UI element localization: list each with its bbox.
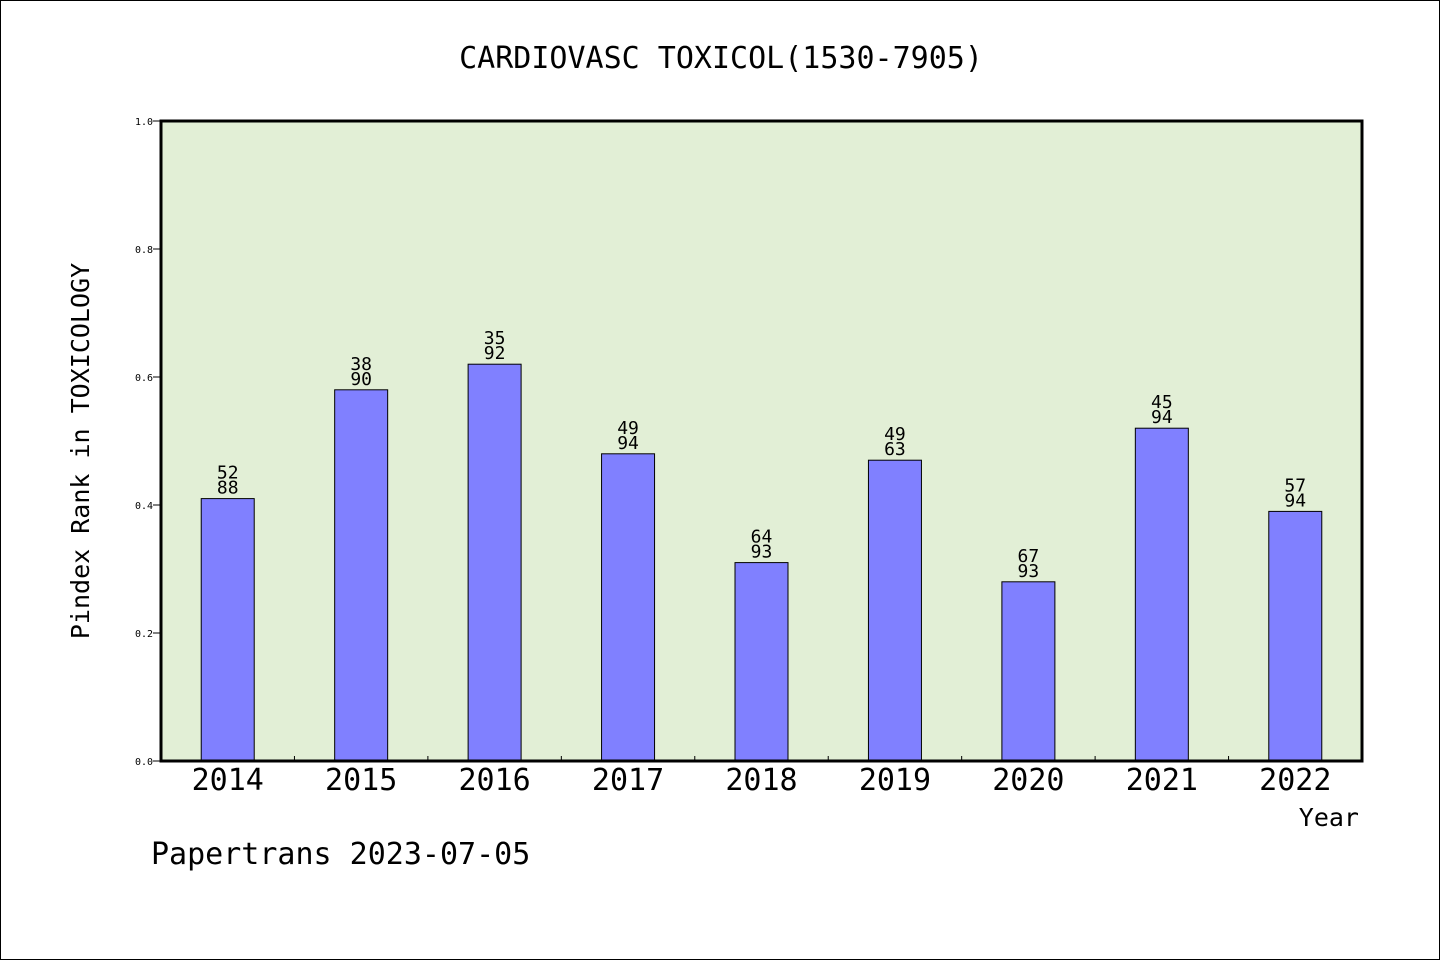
bar-2019 (867, 459, 922, 762)
x-tick-label-2021: 2021 (1126, 763, 1198, 798)
data-label-bottom-2021: 94 (1151, 407, 1173, 428)
y-tick-label: 0.0 (135, 757, 153, 768)
bar-2020 (1001, 581, 1056, 762)
data-label-top-2022: 57 (1284, 475, 1306, 496)
x-tick-label-2014: 2014 (192, 763, 264, 798)
data-label-top-2016: 35 (484, 328, 506, 349)
bar-2018 (734, 562, 789, 762)
data-label-top-2014: 52 (217, 463, 239, 484)
y-tick-label: 0.8 (135, 245, 153, 256)
y-tick-label: 1.0 (135, 117, 153, 128)
chart-title: CARDIOVASC TOXICOL(1530-7905) (459, 41, 983, 76)
data-label-bottom-2019: 63 (884, 439, 906, 460)
y-tick-label: 0.4 (135, 501, 153, 512)
bar-2021 (1134, 427, 1189, 762)
bars-group (200, 363, 1323, 762)
data-label-bottom-2016: 92 (484, 343, 506, 364)
x-tick-label-2020: 2020 (992, 763, 1064, 798)
y-tick-label: 0.2 (135, 629, 153, 640)
y-tick-label: 0.6 (135, 373, 153, 384)
data-label-top-2021: 45 (1151, 392, 1173, 413)
data-label-bottom-2022: 94 (1284, 490, 1306, 511)
data-label-top-2019: 49 (884, 424, 906, 445)
bar-2016 (467, 363, 522, 762)
x-tick-label-2016: 2016 (458, 763, 530, 798)
x-tick-label-2015: 2015 (325, 763, 397, 798)
bar-2017 (601, 453, 656, 762)
data-label-bottom-2020: 93 (1018, 561, 1040, 582)
x-axis-label: Year (1299, 803, 1359, 832)
y-axis-label: Pindex Rank in TOXICOLOGY (66, 263, 95, 639)
data-label-bottom-2018: 93 (751, 542, 773, 563)
x-tick-label-2019: 2019 (859, 763, 931, 798)
data-label-bottom-2014: 88 (217, 478, 239, 499)
bar-2022 (1268, 510, 1323, 762)
footer-text: Papertrans 2023-07-05 (151, 837, 530, 872)
data-label-top-2018: 64 (751, 527, 773, 548)
bar-2014 (200, 498, 255, 762)
data-label-bottom-2017: 94 (617, 433, 639, 454)
x-ticks-group: 2014 2015 2016 2017 2018 2019 2020 2021 2022 (192, 756, 1331, 798)
data-label-top-2020: 67 (1018, 546, 1040, 567)
data-label-top-2017: 49 (617, 418, 639, 439)
plot-border (159, 119, 1364, 763)
x-tick-label-2018: 2018 (725, 763, 797, 798)
data-label-bottom-2015: 90 (350, 369, 372, 390)
bar-2015 (334, 389, 389, 762)
x-tick-label-2017: 2017 (592, 763, 664, 798)
x-tick-label-2022: 2022 (1259, 763, 1331, 798)
data-label-top-2015: 38 (350, 354, 372, 375)
y-ticks-group: 0.0 0.2 0.4 0.6 0.8 1.0 (135, 117, 161, 768)
